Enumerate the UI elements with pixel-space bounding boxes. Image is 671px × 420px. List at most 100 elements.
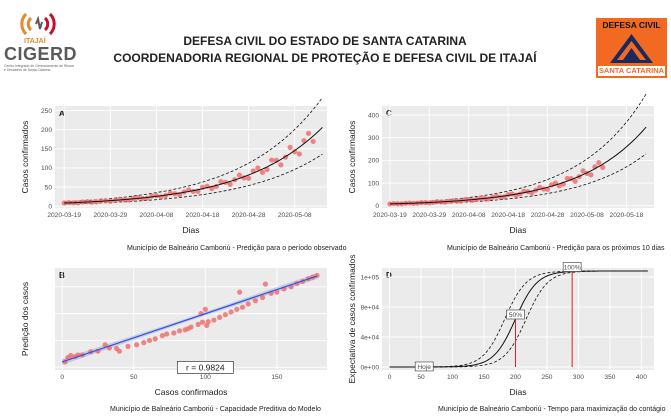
data-point	[141, 340, 147, 346]
data-point	[144, 195, 150, 201]
data-point	[262, 281, 269, 287]
data-point	[252, 298, 259, 304]
x-axis-title: Casos confirmados	[155, 387, 228, 397]
y-tick-label: 200	[368, 158, 379, 165]
caption-panel-d: Município de Balneário Camboriú - Tempo …	[438, 406, 666, 413]
x-tick-label: 2020-05-08	[570, 212, 604, 219]
panel-letter: C	[386, 109, 392, 118]
x-tick-label: 2020-04-18	[491, 212, 525, 219]
r-label-box	[176, 361, 234, 374]
y-tick-label: 0	[375, 203, 379, 210]
title-line-1: DEFESA CIVIL DO ESTADO DE SANTA CATARINA	[183, 34, 467, 48]
data-point	[259, 169, 266, 175]
data-point	[305, 130, 312, 136]
data-point	[314, 272, 320, 279]
data-point	[497, 194, 503, 200]
caption-panel-b: Município de Balneário Camboriú - Capaci…	[110, 406, 321, 413]
annotation-label: 100%	[564, 265, 581, 272]
data-point	[236, 172, 243, 178]
data-point	[580, 168, 586, 174]
data-point	[153, 193, 160, 199]
x-axis-title: Dias	[182, 225, 199, 235]
upper-confidence-line	[64, 97, 323, 203]
regression-line	[61, 275, 318, 363]
x-tick-label: 150	[478, 374, 489, 381]
data-point	[135, 194, 141, 201]
data-point	[126, 197, 132, 203]
annotation-box	[562, 262, 582, 272]
data-point	[596, 159, 602, 166]
data-point	[152, 336, 158, 342]
x-tick-label: 250	[541, 374, 552, 381]
data-point	[287, 144, 293, 150]
caption-panel-a: Município de Balneário Camboriú - Prediç…	[127, 245, 347, 252]
data-point	[159, 333, 165, 339]
fitted-curve	[64, 127, 323, 204]
chart-panel-d: D Dias Expectativa de casos confirmados 0e+…	[342, 255, 662, 407]
data-point	[218, 179, 224, 185]
cigerd-logo: ITAJAÍ CIGERD Centro Integrado de Gerenc…	[2, 8, 82, 78]
data-point	[211, 317, 217, 323]
x-tick-label: 50	[130, 374, 138, 381]
data-point	[139, 195, 146, 202]
data-point	[190, 188, 196, 195]
data-point	[217, 314, 223, 320]
annotation-box	[506, 309, 525, 320]
y-tick-label: 0e+00	[360, 364, 379, 371]
annotation-box	[414, 361, 434, 372]
y-axis-title: Predição dos casos	[20, 282, 30, 356]
data-point	[202, 306, 208, 312]
data-point	[255, 165, 261, 171]
x-tick-label: 2020-04-28	[531, 212, 565, 219]
y-tick-label: 50	[45, 184, 53, 191]
data-point	[292, 149, 298, 155]
y-tick-label: 300	[368, 135, 379, 142]
cigerd-tag: ITAJAÍ	[24, 38, 46, 45]
data-point	[600, 164, 606, 170]
fitted-curve	[389, 126, 647, 205]
data-point	[564, 175, 570, 182]
data-point	[164, 331, 170, 337]
data-point	[222, 312, 228, 318]
chart-c-svg: C Dias Casos confirmados 0 100 200 300 400 2020-…	[347, 93, 654, 235]
annotation-label: Hoje	[417, 364, 431, 371]
data-point	[195, 321, 201, 327]
x-tick-label: 2020-03-19	[47, 212, 81, 219]
data-point	[259, 294, 266, 301]
y-tick-label: 100	[368, 180, 379, 187]
data-point	[245, 301, 251, 307]
data-point	[234, 306, 240, 312]
defesa-civil-logo-top: DEFESA CIVIL	[602, 20, 661, 30]
cigerd-subtitle: Centro Integrado de Gerenciamento de Ris…	[4, 64, 75, 72]
data-point	[588, 172, 594, 178]
data-point	[301, 137, 307, 144]
y-axis-title: Casos confirmados	[347, 121, 357, 194]
annotation-label: 50%	[509, 312, 522, 319]
x-tick-label: 400	[636, 374, 647, 381]
x-tick-label: 2020-03-29	[412, 212, 446, 219]
data-point	[387, 201, 393, 207]
x-tick-label: 350	[604, 374, 615, 381]
x-tick-label: 2020-04-08	[140, 212, 174, 219]
x-tick-label: 100	[447, 374, 458, 381]
y-tick-label: 400	[368, 112, 379, 119]
cigerd-wordmark: CIGERD	[4, 44, 78, 64]
title-line-2: COORDENADORIA REGIONAL DE PROTEÇÃO E DEF…	[113, 51, 537, 65]
x-tick-label: 2020-03-19	[373, 212, 407, 219]
y-tick-label: 8e+04	[360, 304, 379, 311]
data-point	[264, 166, 270, 173]
y-tick-label: 4e+04	[360, 334, 379, 341]
x-tick-label: 2020-04-28	[232, 212, 266, 219]
x-tick-label: 0	[388, 374, 392, 381]
y-tick-label: 1e+05	[360, 274, 379, 281]
report-header: ITAJAÍ CIGERD Centro Integrado de Gerenc…	[0, 0, 671, 80]
data-point	[102, 342, 108, 348]
data-point	[125, 343, 131, 349]
x-tick-label: 300	[573, 374, 584, 381]
data-point	[176, 328, 183, 334]
y-axis-title: Casos confirmados	[20, 121, 30, 194]
chart-d-svg: D Dias Expectativa de casos confirmados 0e+…	[347, 255, 654, 397]
data-point	[134, 342, 140, 348]
